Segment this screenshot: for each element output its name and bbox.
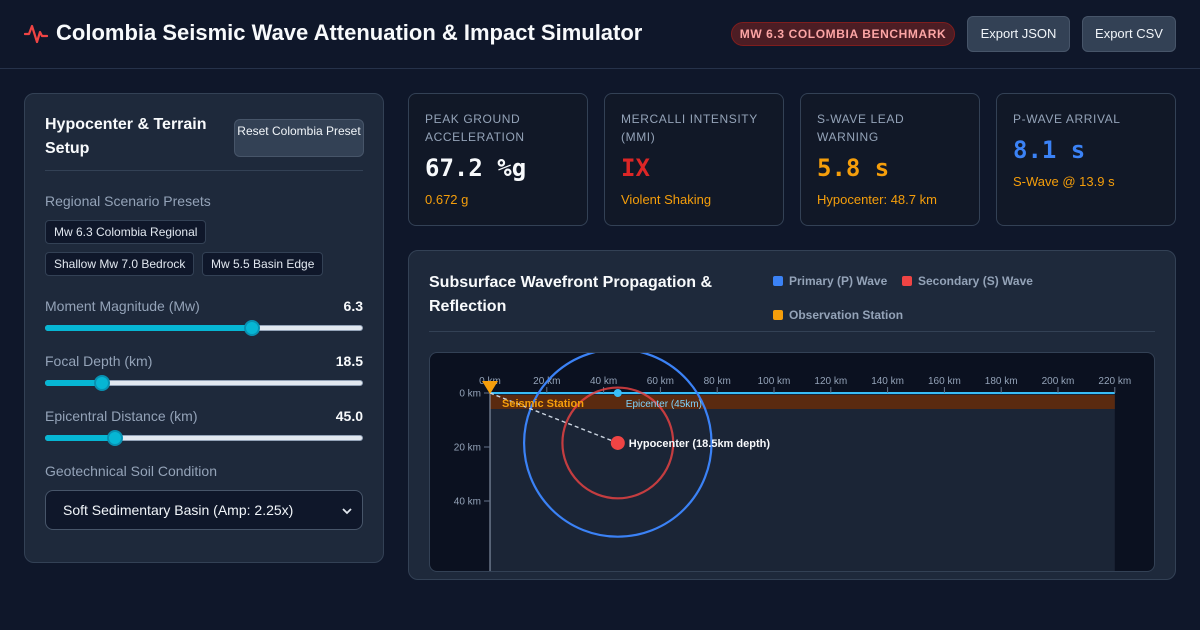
soil-condition-label: Geotechnical Soil Condition (45, 463, 217, 479)
epicentral-distance-label: Epicentral Distance (km) (45, 408, 198, 424)
app-header: Colombia Seismic Wave Attenuation & Impa… (0, 0, 1200, 69)
s-wave-warning-card: S-Wave Lead Warning 5.8 s Hypocenter: 48… (800, 93, 980, 226)
s-wavefront (561, 386, 675, 500)
legend-s-wave: Secondary (S) Wave (902, 273, 1033, 289)
legend-swatch (773, 276, 783, 286)
magnitude-label: Moment Magnitude (Mw) (45, 298, 200, 314)
mmi-sub: Violent Shaking (621, 192, 712, 207)
preset-chip-shallow-bedrock[interactable]: Shallow Mw 7.0 Bedrock (45, 252, 195, 276)
wavefront-svg: 0 km 20 km 40 km 60 km 80 km 100 km 120 km 140 … (454, 353, 1131, 571)
station-marker (482, 381, 498, 394)
epicentral-distance-value: 45.0 (335, 408, 363, 424)
slider-fill (45, 325, 252, 331)
wavefront-title: Subsurface Wavefront Propagation & Refle… (429, 274, 712, 315)
s-wave-warning-sub: Hypocenter: 48.7 km (817, 192, 937, 207)
mmi-value: IX (621, 154, 650, 182)
x-tick-label: 160 km (928, 376, 961, 387)
x-tick-label: 180 km (985, 376, 1018, 387)
slider-fill (45, 380, 103, 386)
slider-fill (45, 435, 115, 441)
divider (45, 170, 363, 171)
magnitude-slider[interactable] (45, 320, 363, 336)
legend-p-wave: Primary (P) Wave (773, 273, 887, 289)
s-wave-warning-value: 5.8 s (817, 154, 890, 182)
legend-label: Primary (P) Wave (789, 274, 888, 288)
wavefront-panel: Subsurface Wavefront Propagation & Refle… (408, 250, 1176, 580)
epicenter-marker (613, 389, 622, 397)
x-tick-label: 60 km (647, 376, 674, 387)
station-label: Seismic Station (502, 398, 584, 410)
x-tick-label: 220 km (1098, 376, 1131, 387)
pulse-icon (24, 24, 48, 44)
export-json-button[interactable]: Export JSON (967, 16, 1070, 52)
presets-label: Regional Scenario Presets (45, 193, 211, 209)
x-tick-label: 200 km (1042, 376, 1075, 387)
p-wavefront (523, 353, 713, 538)
preset-chip-colombia-regional[interactable]: Mw 6.3 Colombia Regional (45, 220, 207, 244)
y-tick-label: 20 km (454, 443, 481, 454)
mmi-label: Mercalli Intensity (MMI) (621, 112, 758, 144)
mmi-card: Mercalli Intensity (MMI) IX Violent Shak… (604, 93, 784, 226)
x-tick-label: 40 km (590, 376, 617, 387)
s-wave-warning-label: S-Wave Lead Warning (817, 112, 905, 144)
benchmark-badge: MW 6.3 COLOMBIA BENCHMARK (731, 22, 955, 46)
x-tick-label: 100 km (758, 376, 791, 387)
pga-label: Peak Ground Acceleration (425, 112, 525, 144)
export-csv-button[interactable]: Export CSV (1082, 16, 1176, 52)
pga-card: Peak Ground Acceleration 67.2 %g 0.672 g (408, 93, 588, 226)
hypocenter-marker (610, 435, 625, 450)
soil-condition-select[interactable]: Soft Sedimentary Basin (Amp: 2.25x) (45, 490, 363, 530)
p-wave-arrival-label: P-Wave Arrival (1013, 112, 1121, 126)
slider-thumb[interactable] (243, 320, 260, 336)
soil-condition-value: Soft Sedimentary Basin (Amp: 2.25x) (63, 502, 294, 518)
magnitude-value: 6.3 (343, 298, 363, 314)
app-title: Colombia Seismic Wave Attenuation & Impa… (56, 20, 643, 45)
pga-sub: 0.672 g (425, 192, 469, 207)
legend-swatch (773, 310, 783, 320)
legend-label: Secondary (S) Wave (918, 274, 1033, 288)
x-tick-label: 140 km (871, 376, 904, 387)
slider-thumb[interactable] (106, 430, 123, 446)
crust-area (490, 393, 1115, 571)
chevron-down-icon (342, 508, 352, 515)
legend-label: Observation Station (789, 308, 904, 322)
hypocenter-label: Hypocenter (18.5km depth) (629, 438, 771, 450)
reset-preset-button[interactable]: Reset Colombia Preset (234, 119, 364, 157)
legend-station: Observation Station (773, 307, 903, 323)
wavefront-canvas[interactable]: 0 km 20 km 40 km 60 km 80 km 100 km 120 km 140 … (429, 352, 1155, 572)
x-tick-label: 80 km (704, 376, 731, 387)
soil-layer (490, 395, 1115, 409)
p-wave-arrival-sub: S-Wave @ 13.9 s (1013, 174, 1115, 189)
p-wave-arrival-card: P-Wave Arrival 8.1 s S-Wave @ 13.9 s (996, 93, 1176, 226)
y-tick-label: 0 km (459, 389, 481, 400)
setup-panel: Hypocenter & Terrain Setup Reset Colombi… (24, 93, 384, 563)
epicentral-distance-slider[interactable] (45, 430, 363, 446)
x-tick-label: 120 km (814, 376, 847, 387)
focal-depth-label: Focal Depth (km) (45, 353, 153, 369)
p-wave-arrival-value: 8.1 s (1013, 136, 1086, 164)
epicenter-label: Epicenter (45km) (626, 399, 702, 410)
divider (429, 331, 1155, 332)
ray-path (489, 392, 619, 444)
pga-value: 67.2 %g (425, 154, 527, 182)
y-tick-label: 40 km (454, 497, 481, 508)
slider-thumb[interactable] (94, 375, 111, 391)
focal-depth-slider[interactable] (45, 375, 363, 391)
setup-panel-title: Hypocenter & Terrain Setup (45, 116, 207, 157)
focal-depth-value: 18.5 (335, 353, 363, 369)
legend-swatch (902, 276, 912, 286)
preset-chip-basin-edge[interactable]: Mw 5.5 Basin Edge (202, 252, 324, 276)
